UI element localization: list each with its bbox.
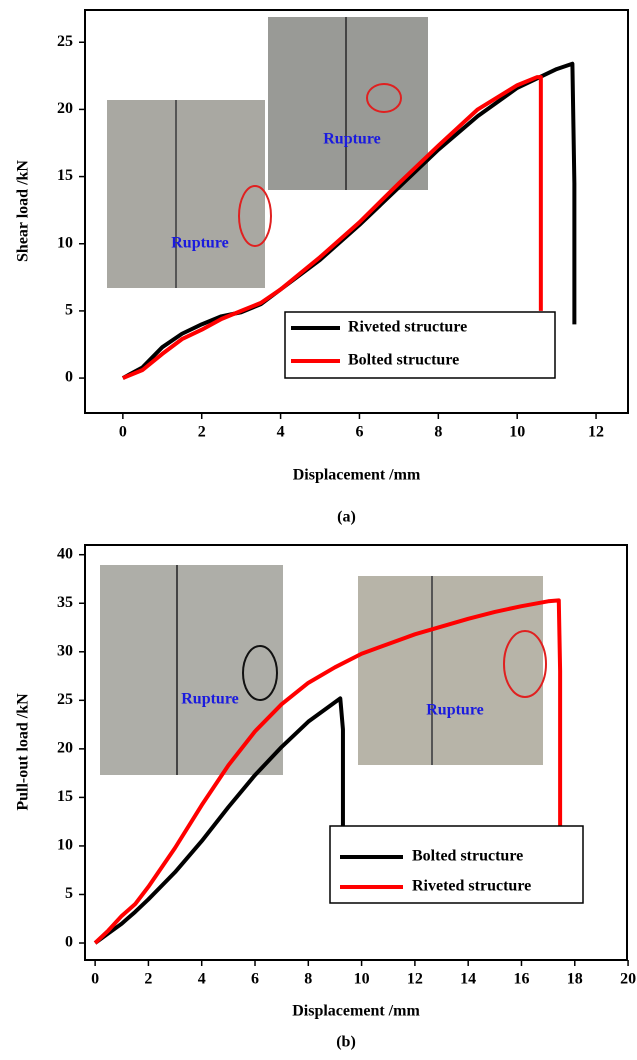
figure: 0246810120510152025Displacement /mmShear… — [0, 0, 637, 1060]
x-tick-label: 2 — [144, 971, 152, 988]
x-tick-label: 6 — [355, 424, 363, 441]
x-tick-label: 0 — [119, 424, 127, 441]
page: 0246810120510152025Displacement /mmShear… — [0, 0, 637, 1060]
photo — [100, 565, 283, 775]
y-tick-label: 40 — [57, 545, 73, 562]
x-tick-label: 4 — [198, 971, 206, 988]
y-tick-label: 25 — [57, 691, 73, 708]
photo — [358, 576, 543, 765]
y-axis-label: Shear load /kN — [15, 160, 32, 262]
x-tick-label: 8 — [434, 424, 442, 441]
x-tick-label: 10 — [354, 971, 370, 988]
x-tick-label: 4 — [277, 424, 285, 441]
x-tick-label: 10 — [509, 424, 525, 441]
legend-label: Bolted structure — [348, 352, 459, 369]
y-tick-label: 35 — [57, 594, 73, 611]
y-tick-label: 25 — [57, 33, 73, 50]
y-tick-label: 20 — [57, 740, 73, 757]
x-axis-label: Displacement /mm — [293, 467, 421, 484]
x-tick-label: 12 — [588, 424, 604, 441]
x-tick-label: 18 — [567, 971, 583, 988]
x-tick-label: 16 — [513, 971, 529, 988]
x-tick-label: 0 — [91, 971, 99, 988]
x-tick-label: 2 — [198, 424, 206, 441]
y-tick-label: 10 — [57, 837, 73, 854]
panel-label: (b) — [336, 1034, 356, 1051]
photo — [107, 100, 265, 288]
y-tick-label: 5 — [65, 302, 73, 319]
x-axis-label: Displacement /mm — [292, 1003, 420, 1020]
panel-label: (a) — [337, 509, 356, 526]
legend-label: Bolted structure — [412, 848, 523, 865]
legend-label: Riveted structure — [348, 319, 467, 336]
x-tick-label: 14 — [460, 971, 476, 988]
x-tick-label: 8 — [304, 971, 312, 988]
x-tick-label: 20 — [620, 971, 636, 988]
y-tick-label: 5 — [65, 885, 73, 902]
y-tick-label: 15 — [57, 167, 73, 184]
annotation: Rupture — [171, 235, 229, 252]
x-tick-label: 12 — [407, 971, 423, 988]
legend-label: Riveted structure — [412, 878, 531, 895]
y-tick-label: 0 — [65, 369, 73, 386]
y-tick-label: 20 — [57, 100, 73, 117]
y-axis-label: Pull-out load /kN — [15, 693, 32, 811]
y-tick-label: 0 — [65, 934, 73, 951]
y-tick-label: 10 — [57, 234, 73, 251]
annotation: Rupture — [181, 691, 239, 708]
x-tick-label: 6 — [251, 971, 259, 988]
y-tick-label: 30 — [57, 642, 73, 659]
annotation: Rupture — [426, 702, 484, 719]
annotation: Rupture — [323, 131, 381, 148]
y-tick-label: 15 — [57, 788, 73, 805]
photo — [268, 17, 428, 190]
